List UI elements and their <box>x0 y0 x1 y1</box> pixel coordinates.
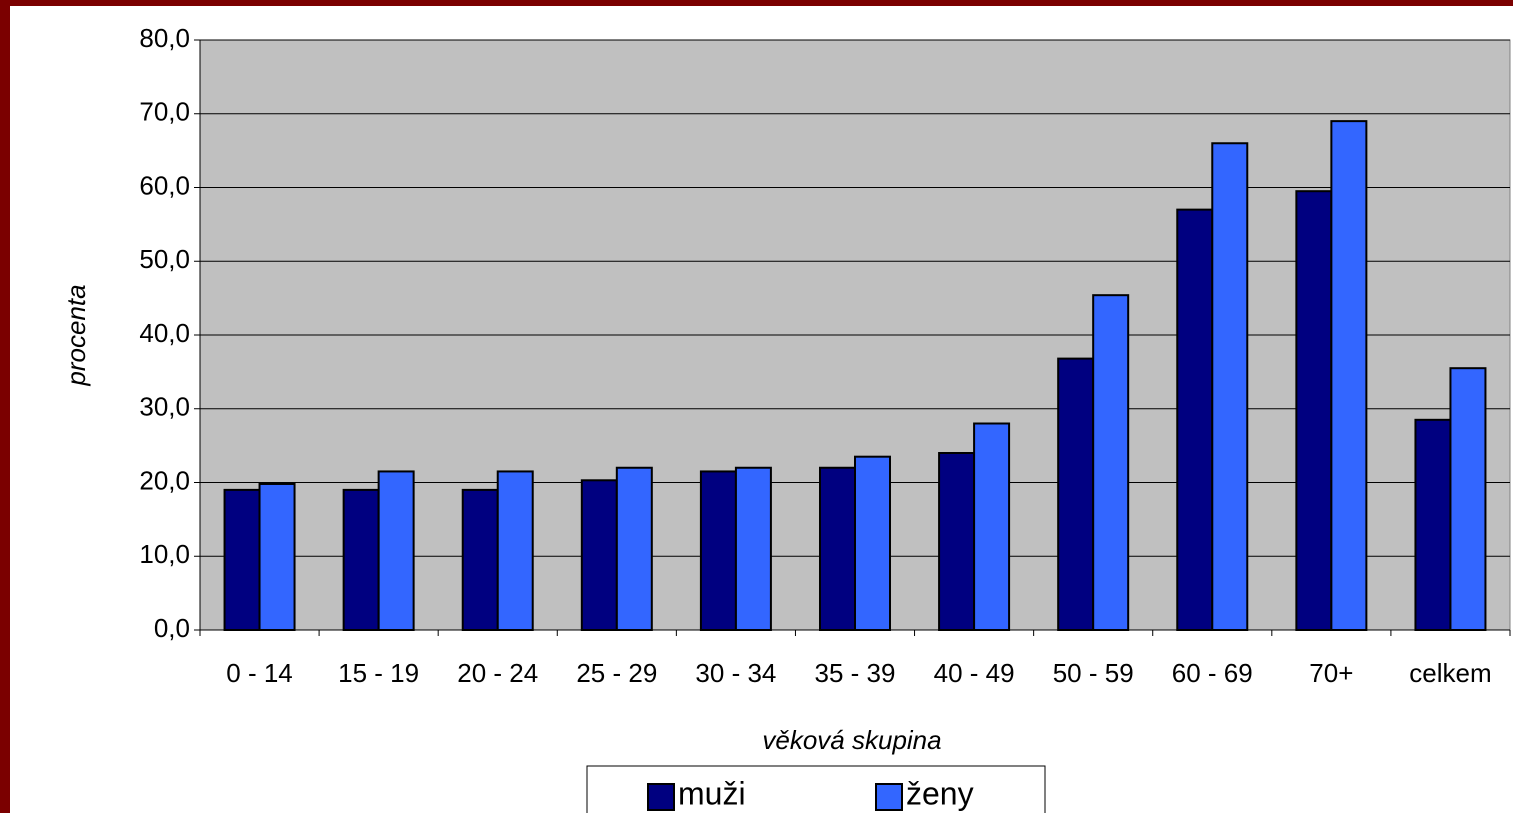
frame-left <box>0 0 10 813</box>
bar <box>615 466 653 631</box>
bar <box>1449 367 1487 631</box>
legend-label: ženy <box>906 775 974 811</box>
x-axis-label: věková skupina <box>762 725 941 755</box>
bar <box>1211 142 1249 631</box>
bar <box>1057 357 1095 631</box>
bar <box>342 488 380 631</box>
bar <box>1092 294 1130 631</box>
y-tick-label: 0,0 <box>154 613 190 643</box>
y-axis-label: procenta <box>61 284 91 386</box>
y-tick-label: 80,0 <box>139 23 190 53</box>
bar <box>973 422 1011 631</box>
y-tick-label: 10,0 <box>139 539 190 569</box>
frame-top <box>0 0 1513 6</box>
x-tick-label: 0 - 14 <box>226 658 293 688</box>
bar <box>496 470 534 631</box>
y-tick-label: 40,0 <box>139 318 190 348</box>
bar <box>258 482 296 631</box>
x-tick-label: 20 - 24 <box>457 658 538 688</box>
x-tick-label: 40 - 49 <box>934 658 1015 688</box>
x-tick-label: 60 - 69 <box>1172 658 1253 688</box>
x-tick-label: 35 - 39 <box>815 658 896 688</box>
legend-swatch <box>875 783 903 811</box>
bar <box>377 470 415 631</box>
legend-swatch <box>647 783 675 811</box>
x-tick-label: 25 - 29 <box>576 658 657 688</box>
y-tick-label: 30,0 <box>139 392 190 422</box>
x-tick-label: 70+ <box>1309 658 1353 688</box>
bar <box>223 488 261 631</box>
y-tick-label: 50,0 <box>139 244 190 274</box>
y-tick-label: 70,0 <box>139 97 190 127</box>
x-tick-label: 30 - 34 <box>695 658 776 688</box>
bar <box>699 470 737 631</box>
bar <box>1330 120 1368 631</box>
x-tick-label: 15 - 19 <box>338 658 419 688</box>
bar <box>854 455 891 631</box>
x-tick-label: celkem <box>1409 658 1491 688</box>
bar <box>1295 190 1333 631</box>
bar <box>461 488 499 631</box>
bar <box>819 466 856 631</box>
y-tick-label: 20,0 <box>139 465 190 495</box>
y-tick-label: 60,0 <box>139 170 190 200</box>
bar <box>1414 418 1452 631</box>
bar <box>1176 208 1214 631</box>
bar <box>734 466 772 631</box>
x-tick-label: 50 - 59 <box>1053 658 1134 688</box>
legend-label: muži <box>678 775 746 811</box>
bar <box>580 479 618 631</box>
bar <box>938 452 976 631</box>
